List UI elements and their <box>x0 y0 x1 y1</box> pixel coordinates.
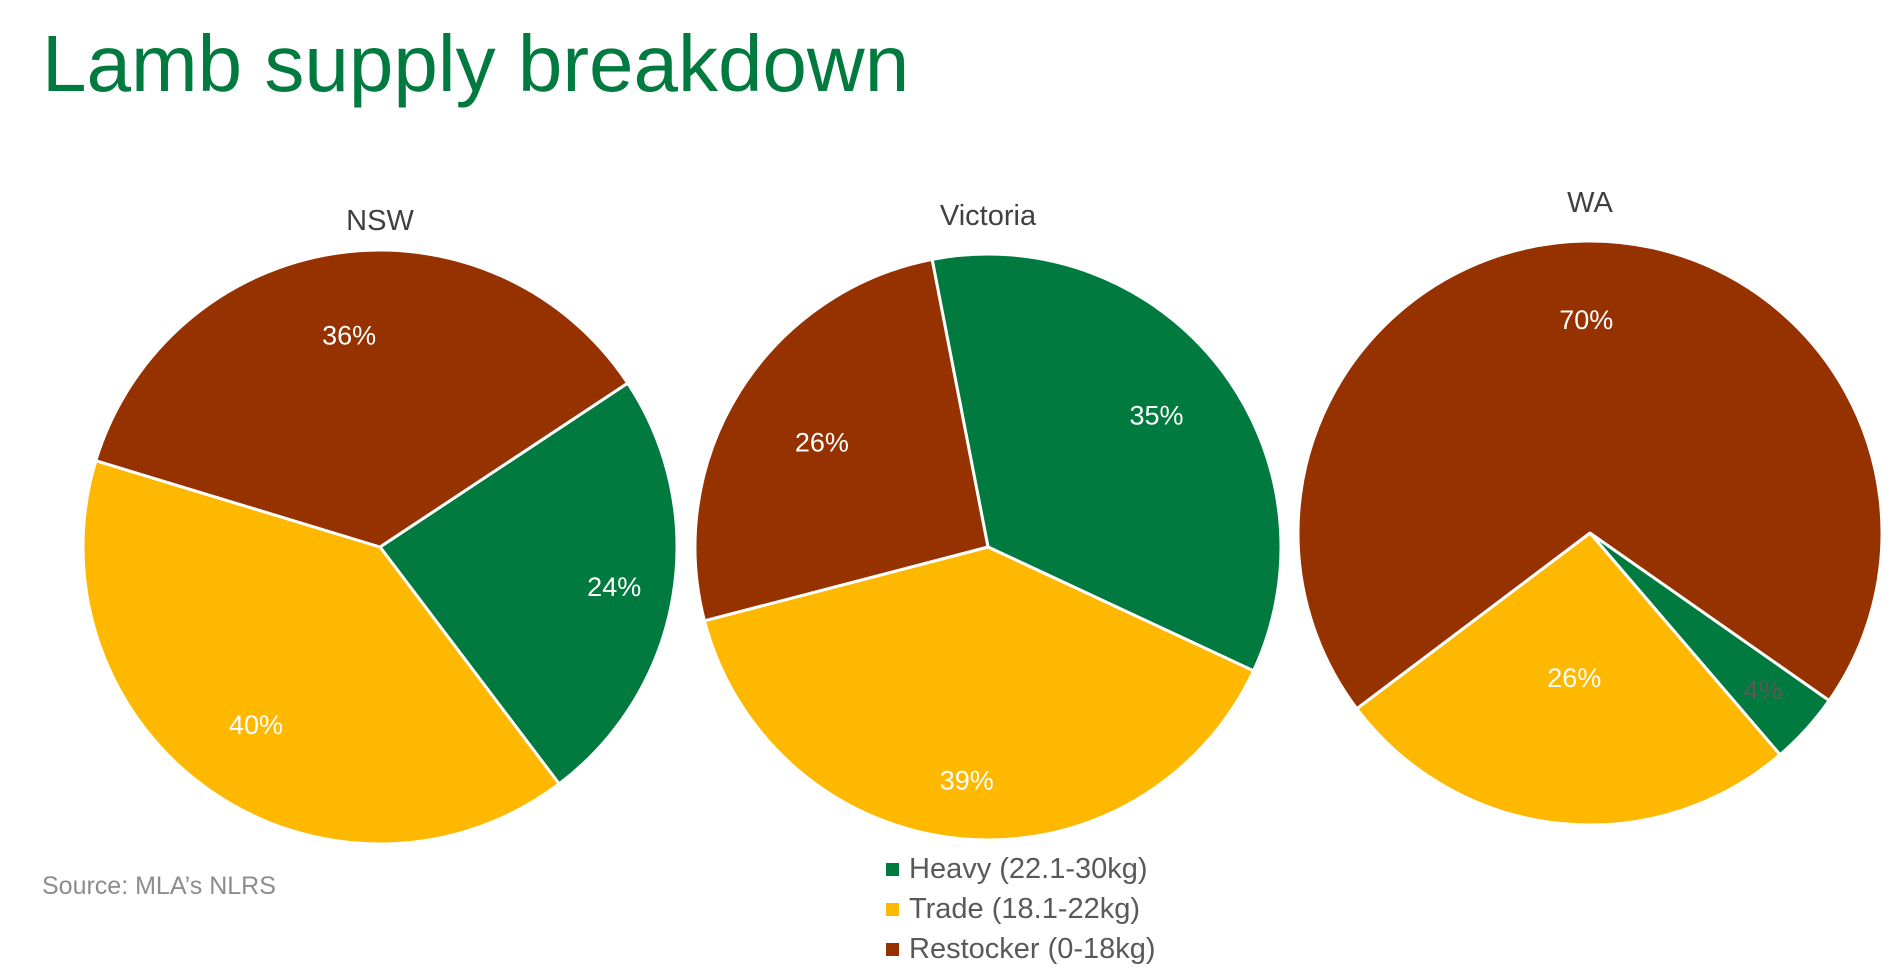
data-label-nsw-restocker: 36% <box>322 320 376 350</box>
pie-slice-wa-restocker <box>1296 239 1884 711</box>
legend: Heavy (22.1-30kg) Trade (18.1-22kg) Rest… <box>886 849 1156 969</box>
legend-label-restocker: Restocker (0-18kg) <box>909 932 1156 965</box>
pie-title-wa: WA <box>1567 187 1613 219</box>
pie-slice-nsw-trade <box>81 459 561 846</box>
data-label-wa-trade: 26% <box>1547 663 1601 693</box>
pie-slice-nsw-restocker <box>94 248 630 549</box>
pie-slice-victoria-restocker <box>693 257 990 623</box>
legend-label-trade: Trade (18.1-22kg) <box>909 892 1141 925</box>
pie-title-victoria: Victoria <box>939 200 1037 232</box>
data-label-victoria-trade: 39% <box>940 765 994 795</box>
data-label-wa-heavy: 4% <box>1744 675 1783 705</box>
legend-label-heavy: Heavy (22.1-30kg) <box>909 852 1148 885</box>
page-title: Lamb supply breakdown <box>42 19 910 108</box>
data-label-victoria-heavy: 35% <box>1130 400 1184 430</box>
data-label-victoria-restocker: 26% <box>795 427 849 457</box>
source-note: Source: MLA’s NLRS <box>42 872 276 900</box>
legend-swatch-restocker <box>886 942 899 956</box>
legend-swatch-trade <box>886 902 899 916</box>
legend-item-heavy: Heavy (22.1-30kg) <box>886 849 1156 889</box>
pie-slice-nsw-heavy <box>378 381 679 786</box>
legend-swatch-heavy <box>886 862 899 876</box>
pie-title-nsw: NSW <box>346 205 414 237</box>
pie-slice-victoria-heavy <box>930 252 1283 673</box>
data-label-wa-restocker: 70% <box>1559 305 1613 335</box>
legend-item-trade: Trade (18.1-22kg) <box>886 889 1156 929</box>
pie-slice-victoria-trade <box>702 545 1256 842</box>
pie-slice-wa-trade <box>1355 531 1782 827</box>
data-label-nsw-heavy: 24% <box>587 572 641 602</box>
legend-item-restocker: Restocker (0-18kg) <box>886 929 1156 969</box>
data-label-nsw-trade: 40% <box>229 710 283 740</box>
